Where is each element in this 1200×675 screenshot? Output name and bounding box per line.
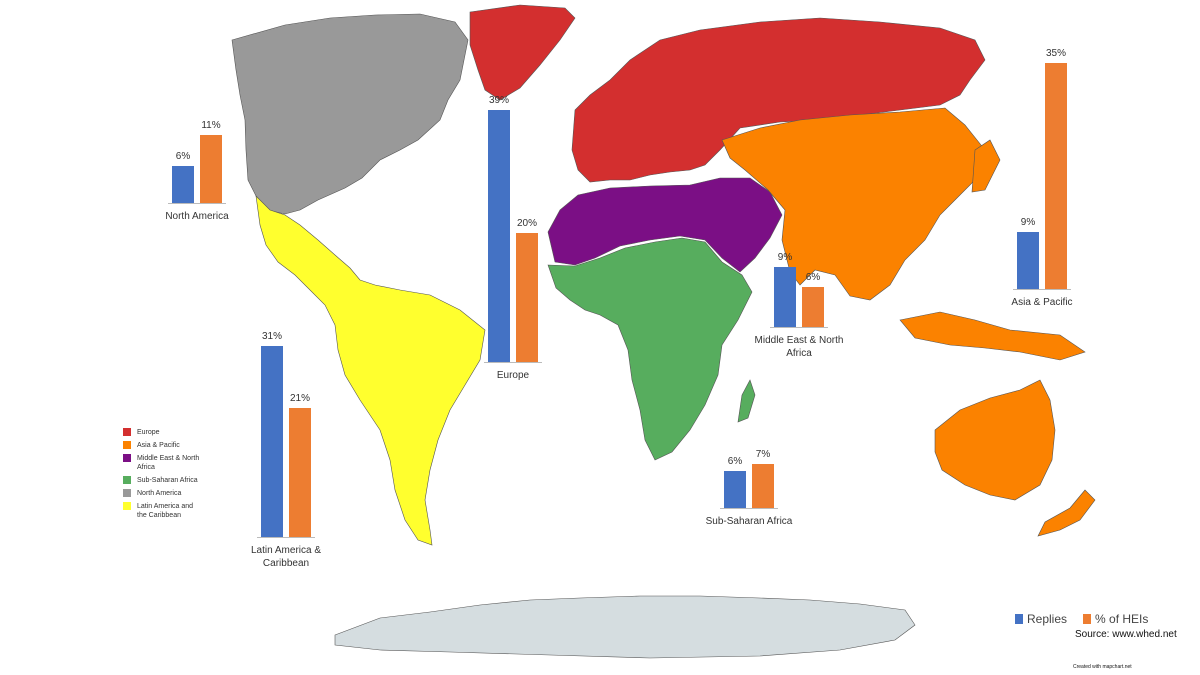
chart-asia: 9% 35% Asia & Pacific [1011, 0, 1072, 309]
bar-value-label: 6% [805, 272, 821, 284]
bar-value-label: 7% [755, 449, 771, 461]
legend-label: North America [137, 490, 182, 497]
region-label: North America [165, 211, 229, 222]
legend-label: Latin America and the Caribbean [137, 503, 194, 519]
region-north-america [231, 13, 469, 215]
region-label: Middle East & North Africa [754, 335, 844, 359]
bar-heis [289, 407, 311, 538]
chart-baseline [770, 327, 828, 328]
chart-baseline [168, 203, 226, 204]
region-madagascar [737, 379, 756, 423]
region-islands [899, 311, 1086, 361]
bar-heis [802, 287, 824, 328]
bar-heis [1045, 62, 1067, 290]
bar-value-label: 20% [516, 218, 537, 229]
bar-heis [516, 233, 538, 363]
region-australia [934, 379, 1056, 501]
region-new-zealand [1037, 489, 1096, 537]
bar-replies [488, 109, 510, 363]
replies-swatch [1015, 614, 1023, 624]
chart-ssa: 6% 7% Sub-Saharan Africa [706, 209, 793, 527]
legend-swatch [123, 502, 131, 510]
bar-value-label: 9% [777, 251, 793, 263]
heis-swatch [1083, 614, 1092, 624]
legend-item: Latin America and the Caribbean [123, 502, 223, 520]
region-label: Asia & Pacific [1011, 297, 1073, 308]
bar-heis [752, 464, 774, 509]
legend-label: Asia & Pacific [137, 442, 180, 449]
legend-item: North America [123, 489, 223, 498]
region-greenland [469, 4, 576, 101]
replies-legend-label: Replies [1027, 612, 1068, 626]
chart-baseline [484, 362, 542, 363]
bar-value-label: 35% [1045, 47, 1066, 59]
bar-value-label: 6% [727, 455, 743, 467]
region-mena [547, 177, 783, 273]
series-legend-heis: % of HEIs [1083, 612, 1148, 626]
legend-item: Asia & Pacific [123, 441, 223, 450]
bar-replies [774, 266, 796, 328]
bar-replies [172, 166, 194, 204]
bar-value-label: 39% [488, 94, 509, 106]
legend-label: Sub-Saharan Africa [137, 477, 198, 484]
chart-north_america: 6% 11% North America [165, 0, 228, 222]
legend-item: Middle East & North Africa [123, 454, 223, 472]
heis-legend-label: % of HEIs [1095, 612, 1149, 626]
bar-value-label: 31% [261, 330, 282, 342]
legend-swatch [123, 476, 131, 484]
bar-heis [200, 134, 222, 204]
legend-label: Europe [137, 429, 160, 436]
chart-latam: 31% 21% Latin America & Caribbean [251, 238, 321, 569]
chart-mena: 9% 6% Middle East & North Africa [755, 28, 844, 359]
bar-value-label: 6% [175, 151, 191, 163]
map-legend: Europe Asia & Pacific Middle East & North … [123, 428, 223, 524]
region-label: Europe [496, 370, 530, 381]
bar-replies [724, 470, 746, 509]
chart-europe: 39% 20% Europe [484, 63, 542, 381]
bar-replies [1017, 231, 1039, 290]
region-label: Sub-Saharan Africa [705, 516, 793, 527]
source-note: Source: www.whed.net [1075, 629, 1177, 640]
legend-swatch [123, 454, 131, 462]
legend-swatch [123, 428, 131, 436]
legend-swatch [123, 441, 131, 449]
region-antarctica [334, 595, 916, 659]
credit-note: Created with mapchart.net [1073, 664, 1132, 670]
chart-baseline [1013, 289, 1071, 290]
region-latin-america [255, 195, 486, 546]
bar-replies [261, 345, 283, 538]
legend-swatch [123, 489, 131, 497]
bar-value-label: 11% [201, 119, 221, 131]
region-japan [971, 139, 1001, 193]
chart-baseline [720, 508, 778, 509]
legend-item: Sub-Saharan Africa [123, 476, 223, 485]
legend-label: Middle East & North Africa [137, 455, 200, 471]
bar-value-label: 21% [289, 392, 310, 404]
series-legend-replies: Replies [1015, 612, 1067, 626]
region-sub-saharan-africa [547, 237, 753, 461]
legend-item: Europe [123, 428, 223, 437]
chart-baseline [257, 537, 315, 538]
region-europe [571, 17, 986, 183]
region-label: Latin America & Caribbean [250, 545, 322, 569]
region-asia-pacific [721, 107, 986, 301]
series-legend: Replies % of HEIs [1015, 612, 1148, 626]
bar-value-label: 9% [1020, 216, 1036, 228]
